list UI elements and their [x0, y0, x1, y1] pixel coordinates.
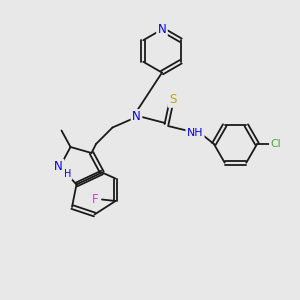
Text: S: S — [169, 93, 176, 106]
Text: N: N — [54, 160, 63, 173]
Text: Cl: Cl — [270, 139, 281, 149]
Text: H: H — [64, 169, 71, 179]
Text: NH: NH — [187, 128, 203, 139]
Text: N: N — [132, 110, 141, 124]
Text: F: F — [92, 193, 98, 206]
Text: N: N — [158, 23, 166, 36]
